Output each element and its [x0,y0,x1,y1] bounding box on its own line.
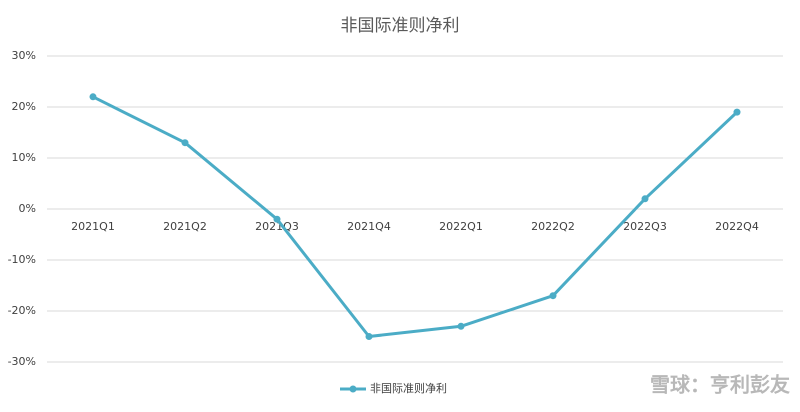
y-tick-label: 20% [12,100,36,113]
x-tick-label: 2022Q3 [623,220,667,233]
y-tick-label: -10% [8,253,36,266]
legend-label: 非国际准则净利 [370,381,447,395]
x-tick-label: 2022Q2 [531,220,575,233]
y-tick-label: -20% [8,304,36,317]
data-point [181,139,189,147]
x-tick-label: 2021Q1 [71,220,115,233]
data-point [89,93,97,101]
data-point [365,333,373,340]
data-point [549,292,557,300]
y-tick-label: 10% [12,151,36,164]
data-line [92,95,739,338]
x-tick-label: 2021Q2 [163,220,207,233]
data-point [457,322,465,330]
x-tick-label: 2021Q4 [347,220,391,233]
x-tick-label: 2022Q4 [715,220,759,233]
y-tick-label: 30% [12,49,36,62]
x-tick-label: 2021Q3 [255,220,299,233]
data-point [273,215,281,223]
data-point [733,108,741,116]
y-tick-label: -30% [8,355,36,368]
y-tick-label: 0% [19,202,36,215]
data-point [641,195,649,203]
x-tick-label: 2022Q1 [439,220,483,233]
chart-title: 非国际准则净利 [341,16,460,36]
legend-marker [349,385,357,393]
watermark: 雪球：亨利彭友 [650,373,790,397]
